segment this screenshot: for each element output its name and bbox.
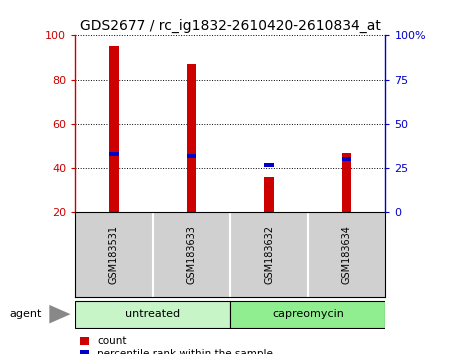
Text: GSM183634: GSM183634 xyxy=(342,225,352,284)
Legend: count, percentile rank within the sample: count, percentile rank within the sample xyxy=(80,336,273,354)
Bar xyxy=(342,153,351,212)
Title: GDS2677 / rc_ig1832-2610420-2610834_at: GDS2677 / rc_ig1832-2610420-2610834_at xyxy=(80,19,381,33)
Text: GSM183632: GSM183632 xyxy=(264,225,274,284)
Bar xyxy=(265,177,274,212)
Bar xyxy=(187,154,196,158)
Bar xyxy=(110,152,118,156)
Text: capreomycin: capreomycin xyxy=(272,309,344,319)
Text: GSM183633: GSM183633 xyxy=(187,225,196,284)
Bar xyxy=(110,46,118,212)
Bar xyxy=(75,301,230,328)
Text: untreated: untreated xyxy=(125,309,180,319)
Text: agent: agent xyxy=(9,309,42,319)
Bar xyxy=(265,162,274,167)
Text: GSM183531: GSM183531 xyxy=(109,225,119,284)
Bar xyxy=(230,301,385,328)
Bar xyxy=(342,157,351,161)
Polygon shape xyxy=(49,305,70,324)
Bar xyxy=(187,64,196,212)
